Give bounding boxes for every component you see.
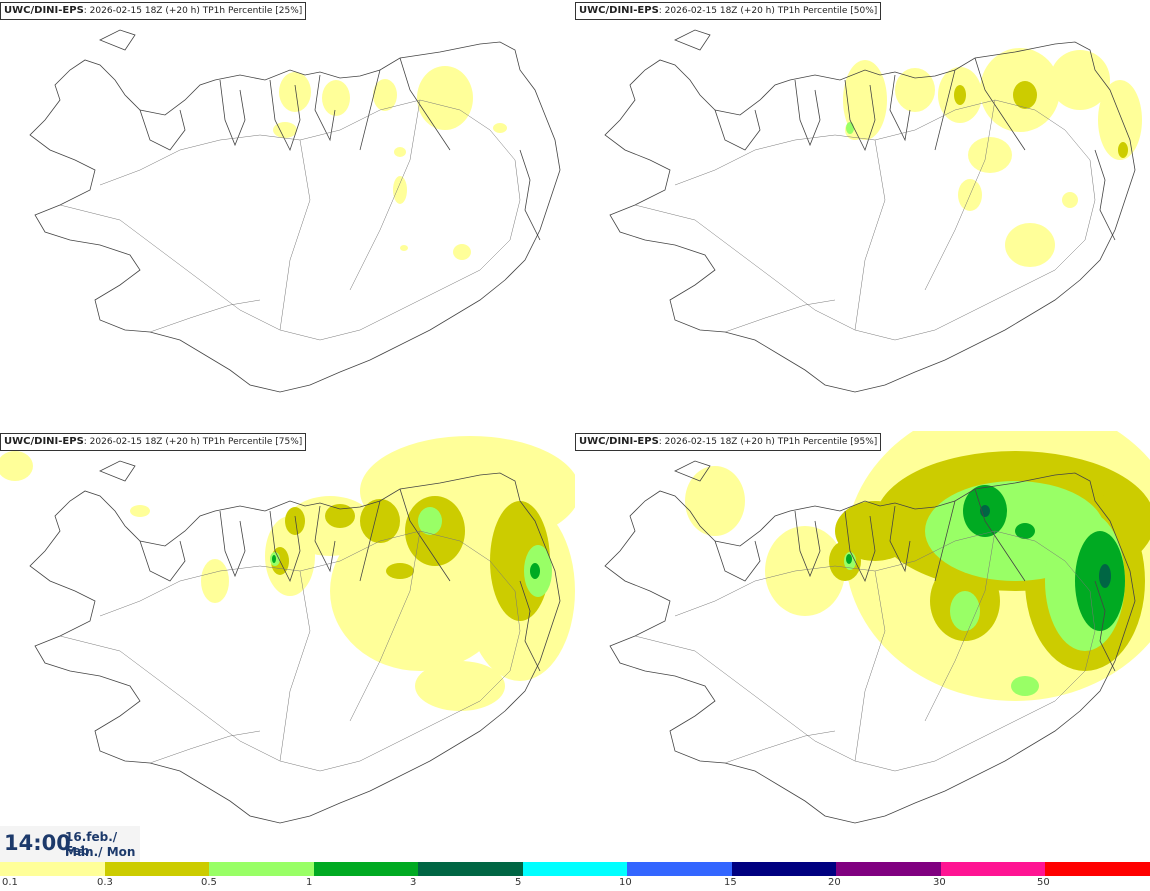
road-network	[59, 99, 521, 341]
island-outline	[29, 29, 561, 393]
valid-time: 14:00	[4, 831, 71, 855]
road-network	[634, 99, 1096, 341]
road-network	[59, 530, 521, 772]
panel-title: UWC/DINI-EPS: 2026-02-15 18Z (+20 h) TP1…	[0, 2, 307, 20]
precip-areas	[843, 48, 1142, 267]
legend-tick-label: 10	[619, 877, 632, 888]
island-outline	[29, 460, 561, 824]
legend-tick-label: 1	[306, 877, 313, 888]
island-outline	[604, 29, 1136, 393]
legend-swatch	[0, 862, 105, 876]
map-panel-p25: UWC/DINI-EPS: 2026-02-15 18Z (+20 h) TP1…	[0, 0, 575, 431]
color-legend	[0, 862, 1150, 876]
iceland-map	[29, 29, 561, 393]
legend-swatch	[627, 862, 732, 876]
legend-tick-label: 30	[933, 877, 946, 888]
precip-areas	[273, 66, 507, 260]
panel-title: UWC/DINI-EPS: 2026-02-15 18Z (+20 h) TP1…	[575, 2, 882, 20]
road-network	[634, 530, 1096, 772]
legend-swatch	[104, 862, 210, 876]
legend-tick-label: 0.1	[2, 877, 18, 888]
legend-tick-label: 20	[828, 877, 841, 888]
map-panel-p95: UWC/DINI-EPS: 2026-02-15 18Z (+20 h) TP1…	[575, 431, 1150, 862]
legend-ticks: 0.1 0.3 0.5 1 3 5 10 15 20 30 50	[0, 877, 1150, 891]
legend-tick-label: 5	[515, 877, 522, 888]
legend-tick-label: 0.5	[201, 877, 217, 888]
panel-title: UWC/DINI-EPS: 2026-02-15 18Z (+20 h) TP1…	[0, 433, 307, 451]
map-panel-p50: UWC/DINI-EPS: 2026-02-15 18Z (+20 h) TP1…	[575, 0, 1150, 431]
precip-areas	[0, 436, 575, 711]
legend-swatch	[522, 862, 628, 876]
legend-swatch	[313, 862, 419, 876]
island-outline	[604, 460, 1136, 824]
legend-tick-label: 50	[1037, 877, 1050, 888]
legend-swatch	[1045, 862, 1150, 876]
legend-tick-label: 3	[410, 877, 417, 888]
legend-swatch	[418, 862, 523, 876]
panel-title: UWC/DINI-EPS: 2026-02-15 18Z (+20 h) TP1…	[575, 433, 882, 451]
legend-swatch	[731, 862, 837, 876]
precip-areas	[685, 431, 1150, 701]
valid-weekday: Mán./ Mon	[65, 845, 136, 859]
map-panel-p75: UWC/DINI-EPS: 2026-02-15 18Z (+20 h) TP1…	[0, 431, 575, 862]
legend-tick-label: 15	[724, 877, 737, 888]
legend-tick-label: 0.3	[97, 877, 113, 888]
iceland-map	[604, 431, 1150, 824]
legend-swatch	[836, 862, 941, 876]
valid-date: 16.feb./ Feb	[65, 830, 118, 858]
legend-swatch	[209, 862, 314, 876]
iceland-map	[0, 436, 575, 824]
legend-swatch	[940, 862, 1046, 876]
valid-time-box: 14:00 16.feb./ Feb Mán./ Mon	[0, 826, 140, 862]
iceland-map	[604, 29, 1142, 393]
